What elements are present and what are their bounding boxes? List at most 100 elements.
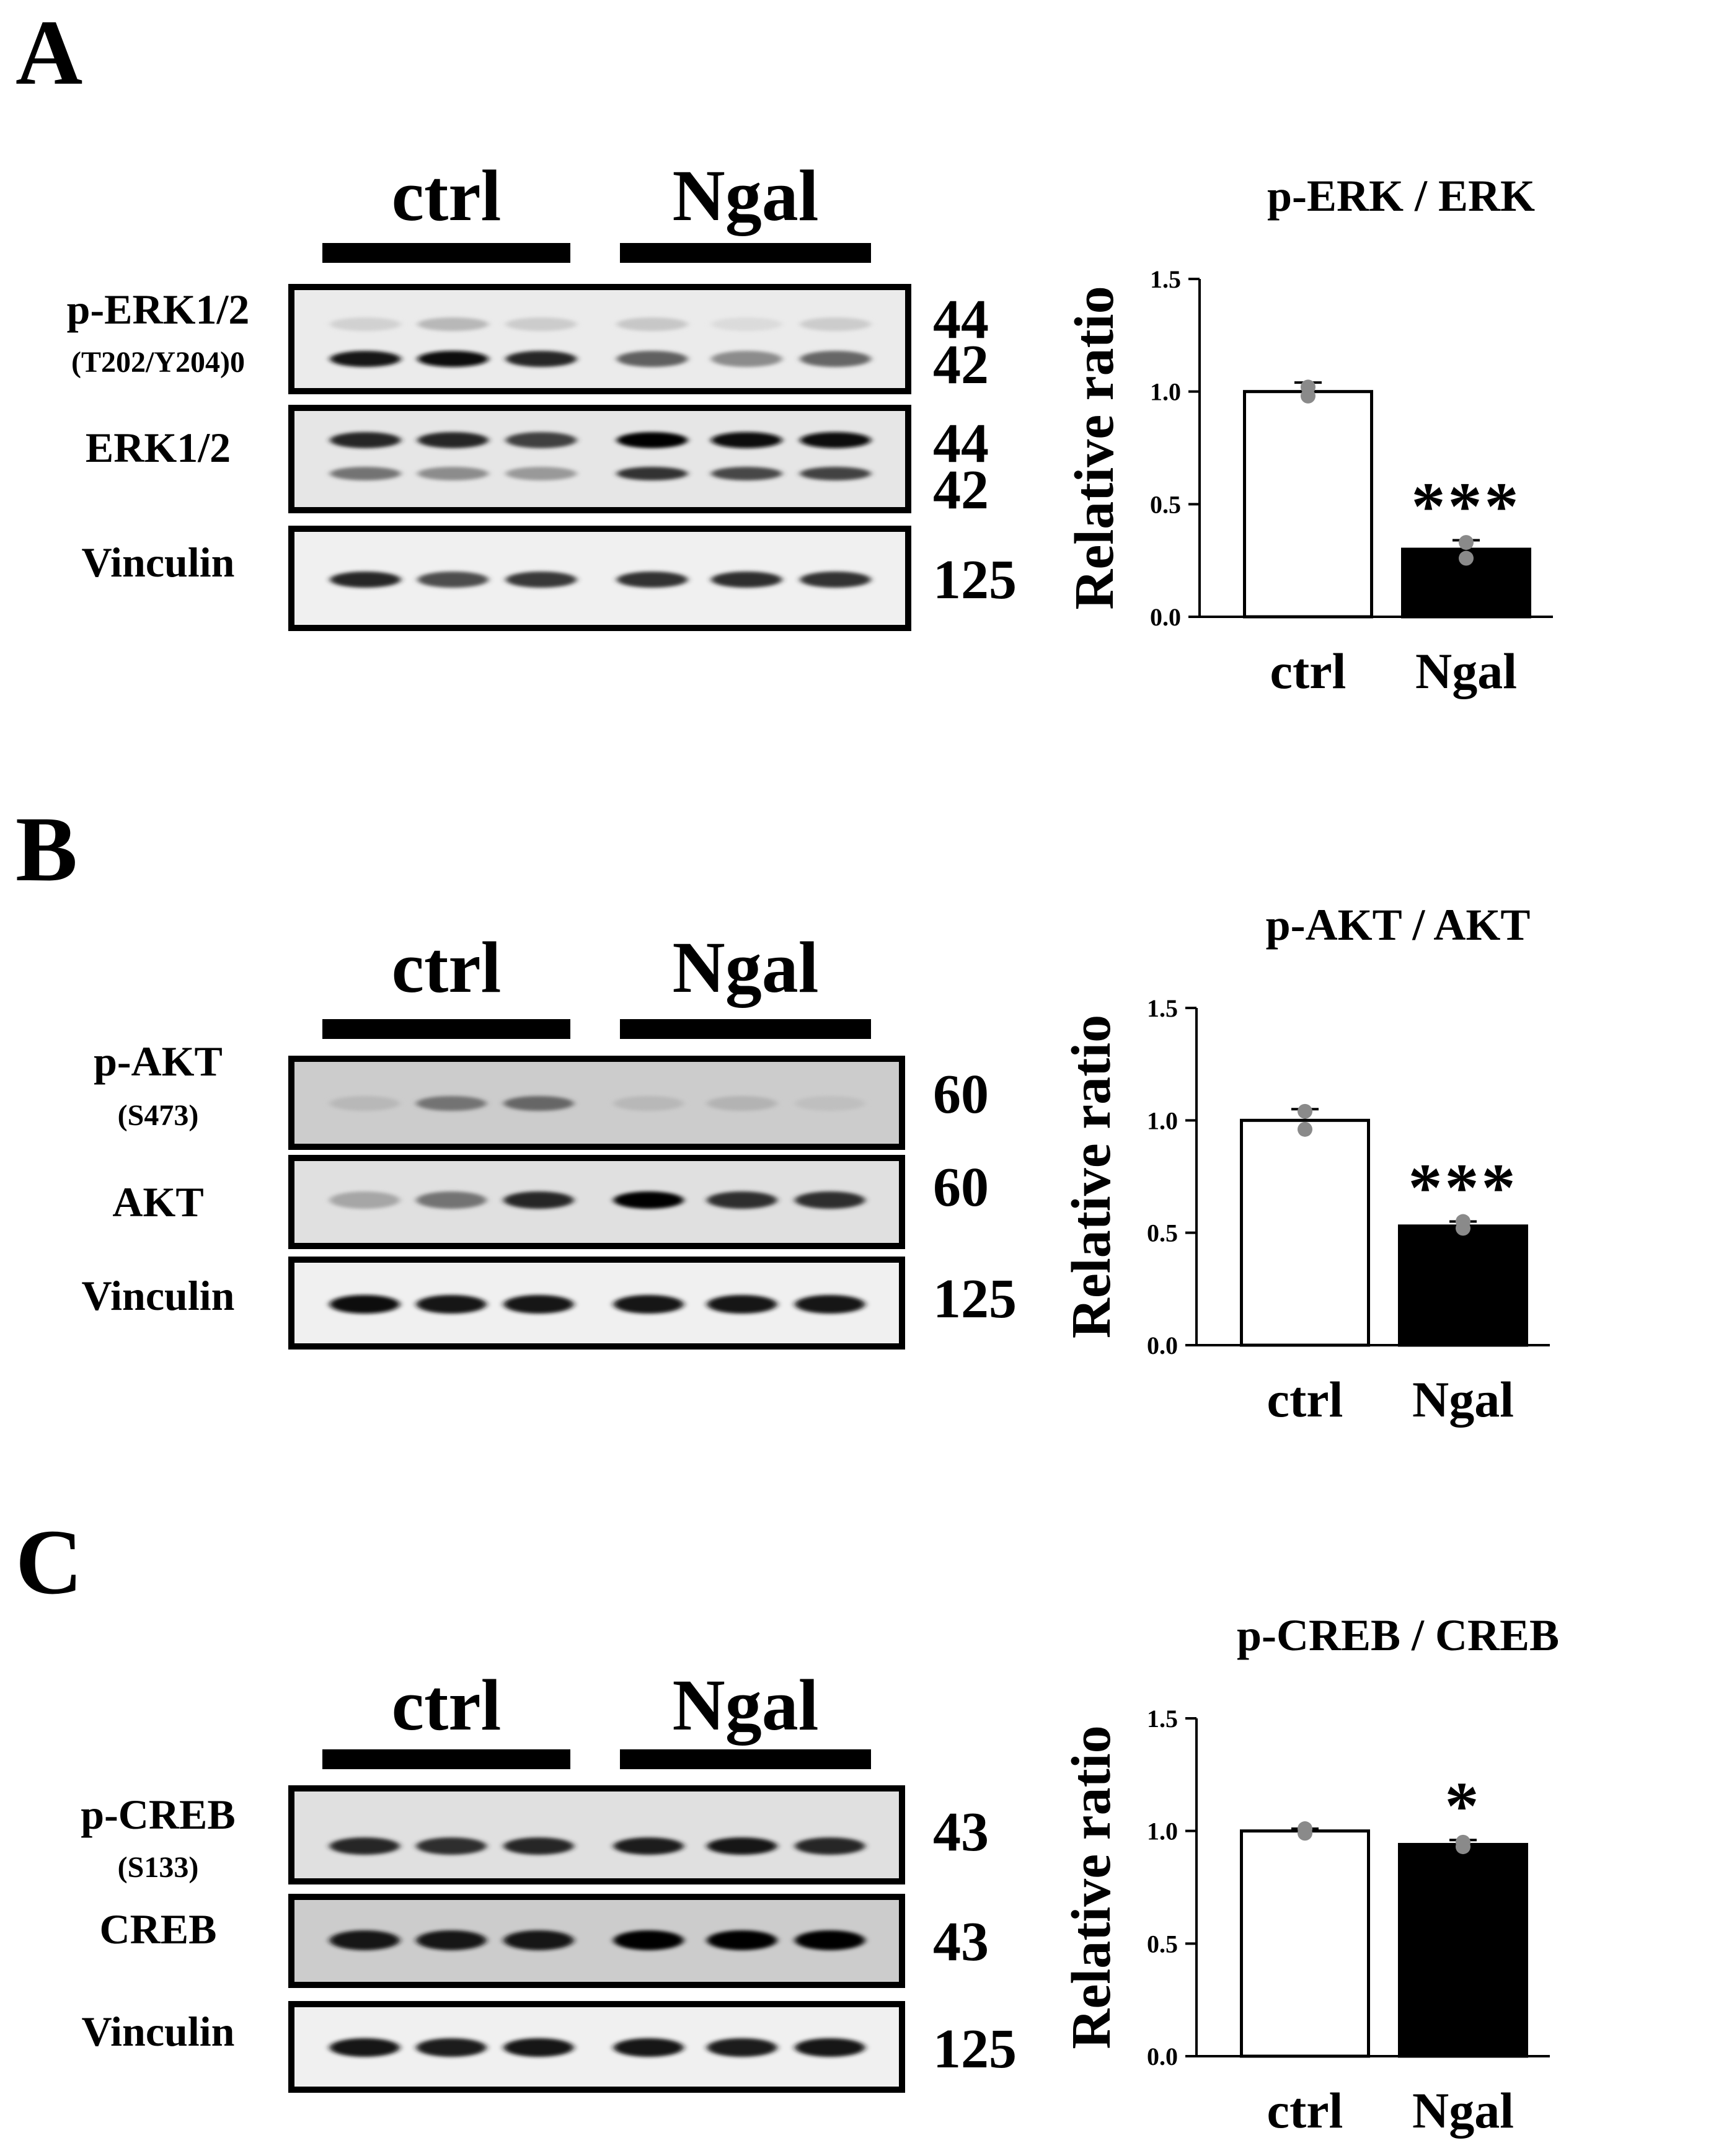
band bbox=[795, 1930, 865, 1950]
blot-label: p-CREB bbox=[81, 1791, 235, 1838]
band bbox=[613, 1930, 684, 1950]
band bbox=[800, 467, 871, 480]
data-point bbox=[1301, 388, 1316, 404]
blot-label: Vinculin bbox=[82, 539, 235, 586]
y-tick-label: 1.5 bbox=[1147, 1705, 1178, 1733]
band bbox=[795, 1837, 865, 1855]
y-tick-label: 1.5 bbox=[1147, 994, 1178, 1022]
group-bar bbox=[620, 243, 871, 263]
mw-label: 43 bbox=[933, 1911, 989, 1973]
group-bar bbox=[322, 1019, 570, 1039]
band bbox=[416, 1096, 487, 1111]
group-label-ngal: Ngal bbox=[673, 1664, 819, 1746]
band bbox=[330, 351, 401, 367]
band bbox=[329, 1930, 400, 1950]
mw-label: 125 bbox=[933, 1268, 1017, 1330]
blot-label: AKT bbox=[112, 1178, 203, 1226]
blot-p-creb: p-CREB (S133) 43 bbox=[81, 1785, 989, 1884]
group-bar bbox=[322, 1749, 570, 1769]
group-bar bbox=[620, 1019, 871, 1039]
data-point bbox=[1456, 1221, 1470, 1236]
band bbox=[795, 2038, 865, 2057]
blot-label: CREB bbox=[100, 1906, 217, 1953]
significance-mark: *** bbox=[1408, 1150, 1518, 1226]
band bbox=[330, 432, 401, 448]
group-label-ctrl: ctrl bbox=[392, 1664, 502, 1746]
y-axis-label: Relative ratio bbox=[1061, 1725, 1122, 2049]
band bbox=[505, 467, 577, 480]
x-tick-label-ctrl: ctrl bbox=[1267, 1371, 1343, 1428]
x-tick-label-ctrl: ctrl bbox=[1270, 643, 1346, 699]
data-point bbox=[1459, 550, 1474, 566]
blot-label: p-AKT bbox=[94, 1038, 223, 1085]
chart-3: p-CREB / CREB 0.0 0.5 1.0 1.5 Relative ratio c… bbox=[1061, 1610, 1559, 2139]
band bbox=[613, 1191, 684, 1209]
band bbox=[416, 1295, 487, 1314]
band bbox=[417, 317, 489, 331]
significance-mark: *** bbox=[1412, 468, 1521, 544]
band bbox=[613, 1837, 684, 1855]
data-point bbox=[1298, 1826, 1312, 1841]
blot-label-site: (T202/Y204)0 bbox=[71, 346, 245, 379]
band bbox=[795, 1096, 865, 1111]
y-tick-label: 0.5 bbox=[1147, 1219, 1178, 1247]
band bbox=[707, 2038, 777, 2057]
band bbox=[416, 1930, 487, 1950]
y-tick-label: 0.5 bbox=[1150, 490, 1181, 518]
blot-label: Vinculin bbox=[82, 1272, 235, 1319]
charts: p-ERK / ERK 0.0 0.5 1.0 1.5 Relative ratio ctr… bbox=[1061, 171, 1559, 2139]
band bbox=[795, 1295, 865, 1314]
y-tick-label: 1.0 bbox=[1147, 1818, 1178, 1845]
data-point bbox=[1298, 1121, 1312, 1137]
group-label-ngal: Ngal bbox=[673, 927, 819, 1008]
data-point bbox=[1459, 535, 1474, 550]
band bbox=[503, 1930, 574, 1950]
blot-frame bbox=[288, 284, 911, 394]
band bbox=[707, 1295, 777, 1314]
band bbox=[800, 432, 871, 448]
blot-vinculin: Vinculin 125 bbox=[82, 1257, 1017, 1350]
group-label-ngal: Ngal bbox=[673, 155, 819, 236]
band bbox=[330, 317, 401, 331]
mw-label: 42 bbox=[933, 334, 989, 395]
mw-label: 125 bbox=[933, 2018, 1017, 2080]
y-axis-label: Relative ratio bbox=[1064, 286, 1125, 609]
band bbox=[613, 1295, 684, 1314]
band bbox=[711, 467, 782, 480]
band bbox=[503, 1096, 574, 1111]
blot-frame bbox=[288, 1785, 905, 1884]
blot-akt: AKT 60 bbox=[112, 1155, 989, 1249]
bar-ctrl bbox=[1240, 1829, 1370, 2058]
band bbox=[503, 2038, 574, 2057]
band bbox=[329, 1837, 400, 1855]
chart-title: p-ERK / ERK bbox=[1267, 171, 1535, 221]
blot-label-site: (S133) bbox=[118, 1851, 199, 1884]
band bbox=[800, 317, 871, 331]
mw-label: 43 bbox=[933, 1801, 989, 1863]
y-tick-label: 0.0 bbox=[1147, 2043, 1178, 2070]
group-bar bbox=[620, 1749, 871, 1769]
blot-label: ERK1/2 bbox=[86, 424, 231, 471]
y-tick-label: 1.0 bbox=[1147, 1107, 1178, 1134]
bar-ngal bbox=[1398, 1224, 1528, 1347]
bar-ngal bbox=[1398, 1842, 1528, 2058]
band bbox=[417, 432, 489, 448]
band bbox=[416, 1191, 487, 1209]
blot-creb: CREB 43 bbox=[100, 1894, 989, 1988]
y-tick-label: 0.0 bbox=[1147, 1332, 1178, 1359]
band bbox=[616, 467, 688, 480]
y-tick-label: 0.5 bbox=[1147, 1930, 1178, 1958]
chart-2: p-AKT / AKT 0.0 0.5 1.0 1.5 Relative ratio ctr… bbox=[1061, 900, 1550, 1428]
blot-label-site: (S473) bbox=[118, 1099, 199, 1132]
mw-label: 125 bbox=[933, 549, 1017, 611]
band bbox=[707, 1930, 777, 1950]
mw-label: 60 bbox=[933, 1064, 989, 1125]
y-tick-label: 1.5 bbox=[1150, 265, 1181, 293]
band bbox=[800, 351, 871, 367]
mw-label: 44 bbox=[933, 289, 989, 350]
significance-mark: * bbox=[1445, 1768, 1482, 1844]
